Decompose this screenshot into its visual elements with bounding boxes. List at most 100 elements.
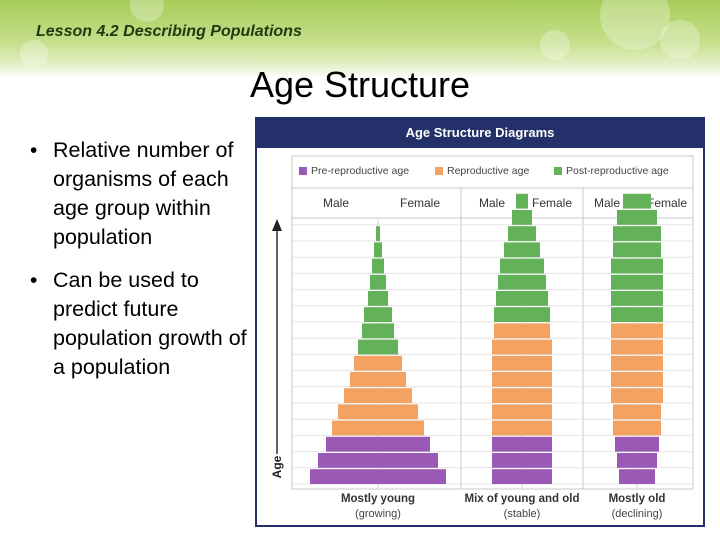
female-bar [637, 307, 663, 322]
bullet-list: • Relative number of organisms of each ag… [28, 136, 253, 396]
male-bar [492, 436, 522, 452]
male-bar [374, 242, 378, 258]
female-bar [637, 404, 661, 420]
bullet-dot: • [30, 139, 38, 162]
male-bar [370, 274, 378, 290]
male-bar [613, 226, 637, 241]
male-bar [498, 274, 522, 290]
decor-bubble [130, 0, 164, 22]
bullet-text: Can be used to predict future population… [53, 268, 247, 379]
male-bar [358, 339, 378, 355]
female-bar [637, 469, 655, 484]
age-structure-figure: Age Structure Diagrams Pre-reproductive … [255, 117, 705, 527]
male-bar [611, 258, 637, 274]
female-bar [637, 339, 663, 355]
bullet-item: • Can be used to predict future populatio… [28, 266, 253, 382]
male-bar [494, 323, 522, 339]
figure-header [257, 119, 703, 148]
female-bar [378, 453, 438, 468]
male-bar [500, 258, 522, 274]
female-bar [637, 420, 661, 436]
female-bar [378, 274, 386, 290]
male-bar [619, 469, 637, 484]
female-bar [378, 388, 412, 403]
male-label: Male [323, 196, 349, 210]
female-bar [522, 323, 550, 339]
male-bar [362, 323, 378, 339]
legend-swatch [554, 167, 562, 175]
male-bar [354, 355, 378, 371]
legend-label: Pre-reproductive age [311, 165, 409, 177]
lesson-title: Lesson 4.2 Describing Populations [36, 23, 302, 40]
legend-label: Reproductive age [447, 165, 529, 177]
female-bar [378, 323, 394, 339]
female-bar [378, 420, 424, 436]
decor-bubble [540, 30, 570, 60]
male-label: Male [479, 196, 505, 210]
male-bar [492, 339, 522, 355]
male-bar [492, 469, 522, 484]
legend-swatch [299, 167, 307, 175]
female-bar [522, 258, 544, 274]
female-bar [522, 274, 546, 290]
female-bar [378, 355, 402, 371]
male-bar [512, 210, 522, 225]
pyramid-caption: (stable) [504, 508, 541, 520]
female-bar [522, 388, 552, 403]
male-bar [611, 339, 637, 355]
pyramid-name: Mostly young [341, 493, 415, 505]
female-bar [637, 274, 663, 290]
legend-label: Post-reproductive age [566, 165, 669, 177]
female-label: Female [532, 196, 572, 210]
male-bar [326, 436, 378, 452]
female-bar [378, 226, 380, 241]
bullet-text: Relative number of organisms of each age… [53, 138, 234, 249]
slide-title-text: Age Structure [249, 64, 471, 105]
female-label: Female [647, 196, 687, 210]
female-bar [637, 226, 661, 241]
male-bar [492, 453, 522, 468]
bullet-item: • Relative number of organisms of each ag… [28, 136, 253, 252]
male-bar [611, 355, 637, 371]
female-bar [522, 404, 552, 420]
male-bar [376, 226, 378, 241]
male-bar [372, 258, 378, 274]
female-bar [522, 355, 552, 371]
female-bar [522, 420, 552, 436]
male-bar [611, 372, 637, 387]
male-bar [504, 242, 522, 258]
female-bar [522, 210, 532, 225]
female-bar [378, 242, 382, 258]
female-bar [522, 339, 552, 355]
pyramid-caption: (growing) [355, 508, 401, 520]
female-bar [378, 436, 430, 452]
decor-bubble [20, 40, 48, 68]
male-bar [364, 307, 378, 322]
age-structure-chart: Pre-reproductive age Reproductive age Post… [270, 155, 694, 520]
female-bar [378, 404, 418, 420]
female-bar [522, 372, 552, 387]
female-bar [637, 436, 659, 452]
female-bar [637, 258, 663, 274]
female-bar [637, 372, 663, 387]
slide-title: Age Structure [0, 64, 720, 106]
male-bar [368, 291, 378, 306]
male-bar [344, 388, 378, 403]
male-bar [318, 453, 378, 468]
male-bar [516, 193, 522, 209]
female-bar [522, 469, 552, 484]
male-bar [613, 404, 637, 420]
female-bar [522, 193, 528, 209]
male-bar [492, 372, 522, 387]
male-bar [613, 242, 637, 258]
male-bar [496, 291, 522, 306]
male-bar [338, 404, 378, 420]
age-axis-label: Age [270, 455, 284, 478]
female-bar [637, 291, 663, 306]
male-bar [492, 388, 522, 403]
male-bar [611, 388, 637, 403]
male-bar [332, 420, 378, 436]
pyramid-name: Mostly old [609, 493, 666, 505]
female-bar [522, 436, 552, 452]
male-bar [611, 274, 637, 290]
